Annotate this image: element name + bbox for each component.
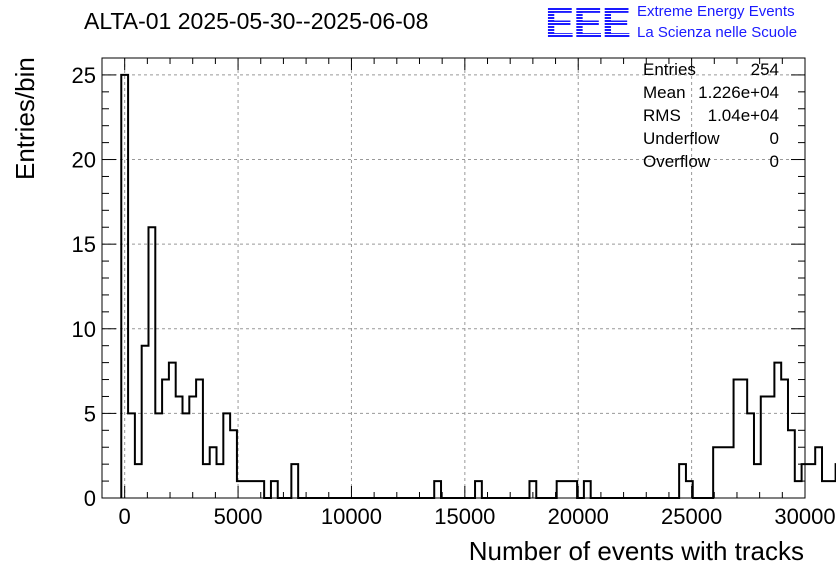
stat-label: RMS	[643, 106, 681, 125]
stat-value: 0	[769, 152, 779, 171]
x-tick-label: 0	[119, 504, 131, 529]
stat-underflow: Underflow 0	[643, 129, 779, 152]
axis-ticks	[101, 57, 806, 499]
y-tick-label: 5	[84, 401, 96, 426]
y-tick-label: 15	[72, 232, 96, 257]
stat-value: 254	[750, 60, 779, 79]
stat-label: Entries	[643, 60, 696, 79]
stat-entries: Entries 254	[643, 60, 779, 83]
stat-value: 1.04e+04	[707, 106, 779, 125]
chart-title: ALTA-01 2025-05-30--2025-06-08	[84, 8, 429, 34]
x-tick-label: 5000	[214, 504, 263, 529]
logo-line-1: Extreme Energy Events	[637, 3, 795, 20]
x-tick-label: 30000	[774, 504, 835, 529]
stat-label: Underflow	[643, 129, 720, 148]
y-tick-label: 0	[84, 486, 96, 511]
axis-tick-labels: 0 5000 10000 15000 20000 25000 30000 0 5 10 15 20 25	[72, 63, 836, 529]
x-axis-label: Number of events with tracks	[468, 536, 804, 566]
stat-overflow: Overflow 0	[643, 152, 779, 175]
stat-label: Overflow	[643, 152, 711, 171]
y-tick-label: 20	[72, 148, 96, 173]
stat-label: Mean	[643, 83, 686, 102]
stat-mean: Mean 1.226e+04	[643, 83, 779, 106]
eee-logo: EEE	[545, 0, 631, 48]
y-axis-label: Entries/bin	[10, 57, 40, 180]
stat-value: 0	[769, 129, 779, 148]
x-tick-label: 15000	[434, 504, 495, 529]
histogram-line	[120, 73, 836, 499]
stat-rms: RMS 1.04e+04	[643, 106, 779, 129]
x-tick-label: 10000	[321, 504, 382, 529]
y-tick-label: 10	[72, 317, 96, 342]
y-tick-label: 25	[72, 63, 96, 88]
stats-box: Entries 254 Mean 1.226e+04 RMS 1.04e+04 …	[643, 60, 779, 175]
x-tick-label: 20000	[548, 504, 609, 529]
stat-value: 1.226e+04	[698, 83, 779, 102]
x-tick-label: 25000	[661, 504, 722, 529]
logo-line-2: La Scienza nelle Scuole	[637, 24, 798, 41]
